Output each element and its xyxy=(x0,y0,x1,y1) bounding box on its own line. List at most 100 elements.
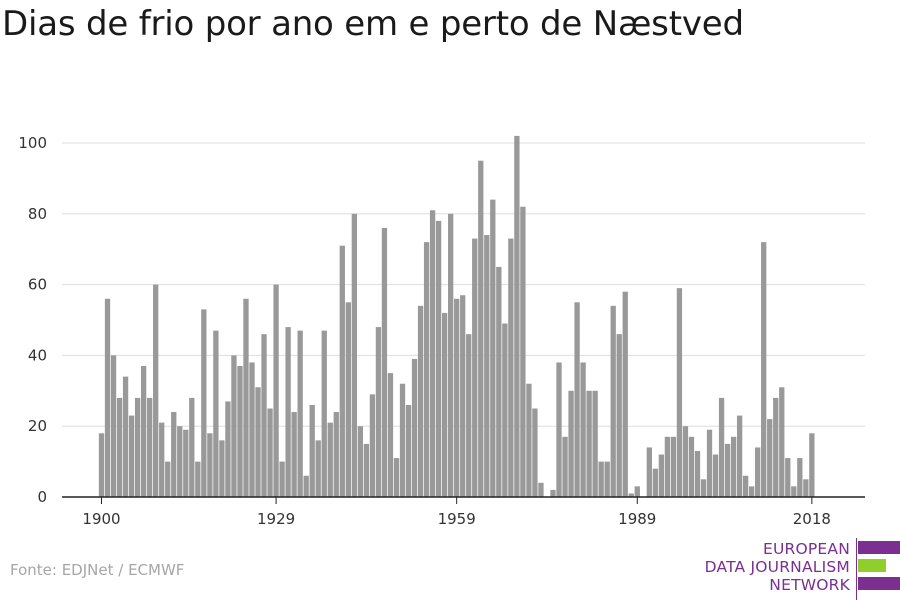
bar xyxy=(134,397,141,497)
bar xyxy=(297,330,303,497)
bar xyxy=(225,401,231,497)
bar xyxy=(580,362,586,497)
bar xyxy=(646,447,652,497)
bar xyxy=(441,312,448,497)
bar xyxy=(351,213,357,498)
bar xyxy=(628,493,634,497)
bar xyxy=(98,433,105,497)
bar xyxy=(556,362,562,497)
bar xyxy=(249,362,255,497)
bar xyxy=(128,415,135,497)
bar xyxy=(375,327,382,497)
bar xyxy=(393,458,400,497)
bar xyxy=(273,284,279,497)
bar xyxy=(207,433,213,497)
bar xyxy=(490,199,496,497)
bar xyxy=(562,436,568,497)
bar xyxy=(255,387,261,497)
bar xyxy=(724,443,731,497)
bar xyxy=(622,291,628,497)
bar xyxy=(291,412,297,497)
bar xyxy=(526,383,532,497)
bar xyxy=(195,461,201,497)
bar xyxy=(484,235,490,498)
bar xyxy=(706,429,713,497)
bar xyxy=(363,443,370,497)
bar xyxy=(502,323,508,497)
bar xyxy=(237,366,243,497)
bar xyxy=(315,440,321,497)
bar xyxy=(369,394,376,497)
bar xyxy=(761,242,767,497)
bar xyxy=(327,422,333,497)
y-tick-label: 20 xyxy=(28,417,47,435)
bar xyxy=(387,373,394,497)
bar xyxy=(345,302,351,497)
x-tick-label: 1900 xyxy=(82,510,120,528)
bars xyxy=(98,135,815,498)
x-tick-label: 1959 xyxy=(438,510,476,528)
bar xyxy=(718,397,725,497)
bar xyxy=(177,426,183,497)
bar xyxy=(231,355,237,497)
logo-bar-purple-top xyxy=(858,541,900,554)
y-tick-label: 0 xyxy=(37,488,47,506)
bar xyxy=(122,376,129,497)
x-tick-label: 2018 xyxy=(793,510,831,528)
bar xyxy=(785,458,791,497)
bar xyxy=(399,383,406,497)
bar xyxy=(110,355,117,497)
logo-line-network: NETWORK xyxy=(769,576,850,594)
bar xyxy=(658,454,665,497)
bar xyxy=(261,334,267,497)
bar xyxy=(478,160,484,497)
y-tick-label: 80 xyxy=(28,205,47,223)
bar xyxy=(532,408,538,497)
bar xyxy=(592,390,598,497)
bar xyxy=(755,447,761,497)
bar xyxy=(140,366,147,497)
bar xyxy=(405,404,412,497)
bar xyxy=(670,436,677,497)
y-tick-label: 100 xyxy=(18,134,47,152)
logo-line-data-journalism: DATA JOURNALISM xyxy=(704,558,850,576)
bar xyxy=(688,436,695,497)
bar xyxy=(598,461,604,497)
bar xyxy=(153,284,159,497)
bar xyxy=(730,436,737,497)
bar xyxy=(285,327,291,497)
bar xyxy=(616,334,622,497)
bar xyxy=(435,220,442,497)
bar xyxy=(676,288,683,497)
x-tick-label: 1989 xyxy=(618,510,656,528)
bar xyxy=(333,412,339,497)
bar xyxy=(279,461,285,497)
bar xyxy=(574,302,580,497)
edjnet-logo: EUROPEAN DATA JOURNALISM NETWORK xyxy=(700,538,900,600)
bar xyxy=(520,206,526,497)
bar xyxy=(339,245,345,497)
bar xyxy=(460,295,466,497)
bar xyxy=(423,242,430,497)
bar xyxy=(742,475,749,497)
bar xyxy=(201,309,207,497)
bar xyxy=(809,433,815,497)
bar xyxy=(147,397,153,497)
logo-bar-green xyxy=(858,559,886,572)
logo-divider xyxy=(856,538,857,600)
bar xyxy=(803,479,809,497)
bar xyxy=(712,454,719,497)
bar xyxy=(303,475,309,497)
y-tick-label: 60 xyxy=(28,276,47,294)
bar xyxy=(610,305,616,497)
bar xyxy=(736,415,743,497)
bar xyxy=(797,458,803,497)
bar xyxy=(586,390,592,497)
bar xyxy=(357,426,364,497)
bar xyxy=(321,330,327,497)
bar xyxy=(550,489,556,497)
bar xyxy=(773,397,779,497)
bar xyxy=(767,419,773,497)
bar xyxy=(538,482,544,497)
